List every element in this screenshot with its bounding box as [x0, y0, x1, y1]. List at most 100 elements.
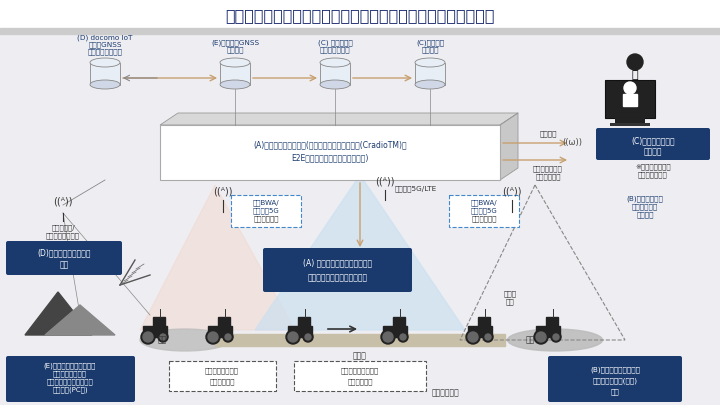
FancyBboxPatch shape	[169, 361, 276, 391]
Ellipse shape	[415, 80, 445, 89]
Text: (A) 複数ネットワークの最適活: (A) 複数ネットワークの最適活	[303, 258, 372, 267]
Circle shape	[158, 332, 168, 342]
Text: 情報利用(PC等): 情報利用(PC等)	[52, 387, 88, 393]
Text: 制御: 制御	[611, 389, 619, 395]
Bar	[208, 326, 232, 337]
Bar	[415, 62, 445, 85]
Text: (A)協調型インフラ基盤(マルチ無線品質予測技術(CradioTM)、: (A)協調型インフラ基盤(マルチ無線品質予測技術(CradioTM)、	[253, 140, 407, 149]
Bar	[383, 326, 407, 337]
Circle shape	[206, 330, 220, 344]
Text: 圃場: 圃場	[526, 335, 535, 345]
Text: 測位: 測位	[59, 260, 68, 269]
Circle shape	[223, 332, 233, 342]
Text: 路面画像認識による: 路面画像認識による	[341, 368, 379, 374]
Ellipse shape	[220, 58, 250, 67]
Text: 今後実証予定: 今後実証予定	[472, 215, 497, 222]
Circle shape	[534, 330, 548, 344]
Polygon shape	[45, 305, 115, 335]
Circle shape	[553, 334, 559, 340]
Ellipse shape	[90, 58, 120, 67]
Circle shape	[143, 332, 153, 342]
Polygon shape	[255, 175, 465, 330]
Circle shape	[627, 54, 643, 70]
Circle shape	[381, 330, 395, 344]
Circle shape	[303, 332, 313, 342]
Text: 推論基盤: 推論基盤	[421, 47, 438, 53]
Bar	[160, 125, 500, 180]
Ellipse shape	[508, 329, 603, 351]
Circle shape	[305, 334, 311, 340]
Bar	[0, 28, 720, 34]
Bar	[220, 62, 250, 85]
FancyBboxPatch shape	[263, 248, 412, 292]
Text: 近い映像表示: 近い映像表示	[535, 173, 561, 179]
Circle shape	[485, 334, 491, 340]
Ellipse shape	[220, 80, 250, 89]
Bar	[546, 317, 558, 326]
Circle shape	[288, 332, 298, 342]
Text: 制御技術: 制御技術	[636, 211, 654, 217]
Text: ローカル5G: ローカル5G	[253, 207, 279, 213]
Circle shape	[624, 82, 636, 94]
FancyBboxPatch shape	[449, 195, 519, 227]
Bar	[478, 317, 490, 326]
Bar	[468, 326, 492, 337]
Text: 測位技術: 測位技術	[226, 47, 244, 53]
Text: ((ω)): ((ω))	[562, 138, 582, 147]
Bar	[143, 326, 167, 337]
Circle shape	[536, 332, 546, 342]
Polygon shape	[25, 292, 92, 335]
Text: 遠隔監視: 遠隔監視	[644, 147, 662, 156]
Text: ローカル5G: ローカル5G	[471, 207, 498, 213]
Circle shape	[468, 332, 478, 342]
Text: 位置情報サービス: 位置情報サービス	[88, 49, 122, 55]
Text: 応じたデバイス(農機): 応じたデバイス(農機)	[593, 378, 637, 384]
Bar	[218, 317, 230, 326]
Text: 農道等: 農道等	[353, 351, 367, 360]
Text: リアルタイムに: リアルタイムに	[533, 165, 563, 172]
Text: 地域BWA/: 地域BWA/	[253, 199, 279, 206]
Text: 安全で円滑な広域自動走行等を通じた農業の生産性向上に貢献: 安全で円滑な広域自動走行等を通じた農業の生産性向上に貢献	[225, 9, 495, 23]
Text: がもたらす価値: がもたらす価値	[638, 171, 668, 178]
Text: 協調デバイス: 協調デバイス	[632, 203, 658, 210]
Text: (B)ネットワーク品質に: (B)ネットワーク品質に	[590, 367, 640, 373]
FancyBboxPatch shape	[548, 356, 682, 402]
Text: (E)適切な衛星選択による: (E)適切な衛星選択による	[44, 363, 96, 369]
FancyBboxPatch shape	[596, 128, 710, 160]
Circle shape	[286, 330, 300, 344]
Text: 地域BWA/: 地域BWA/	[471, 199, 498, 206]
FancyBboxPatch shape	[6, 241, 122, 275]
Text: 自動走行可能: 自動走行可能	[210, 379, 235, 385]
Text: アラーム: アラーム	[539, 130, 557, 136]
Text: ((ᴬ)): ((ᴬ))	[53, 197, 73, 207]
Text: ((ᴬ)): ((ᴬ))	[375, 177, 395, 187]
FancyBboxPatch shape	[6, 356, 135, 402]
Bar	[90, 62, 120, 85]
Text: 🎧: 🎧	[631, 70, 639, 80]
Ellipse shape	[320, 58, 350, 67]
Polygon shape	[160, 113, 518, 125]
Circle shape	[551, 332, 561, 342]
Text: 高精度GNSS: 高精度GNSS	[89, 42, 122, 48]
Bar	[610, 123, 650, 126]
Text: ドコモ独自固定局: ドコモ独自固定局	[46, 232, 80, 239]
FancyBboxPatch shape	[294, 361, 426, 391]
Bar	[615, 118, 645, 123]
Circle shape	[383, 332, 393, 342]
Ellipse shape	[90, 80, 120, 89]
Circle shape	[400, 334, 406, 340]
Bar	[393, 317, 405, 326]
Text: ((ᴬ)): ((ᴬ))	[213, 187, 233, 197]
Text: 衛星信号圏外でも: 衛星信号圏外でも	[205, 368, 239, 374]
Text: 停止: 停止	[505, 298, 514, 305]
Text: 農機以外の機器での位置: 農機以外の機器での位置	[47, 379, 94, 385]
Circle shape	[160, 334, 166, 340]
Text: 発信・: 発信・	[503, 290, 516, 296]
Circle shape	[141, 330, 155, 344]
Text: 今後実証予定: 今後実証予定	[253, 215, 279, 222]
Text: 測位補完技術: 測位補完技術	[347, 379, 373, 385]
Bar	[536, 326, 560, 337]
FancyBboxPatch shape	[231, 195, 301, 227]
Ellipse shape	[415, 58, 445, 67]
Circle shape	[225, 334, 231, 340]
